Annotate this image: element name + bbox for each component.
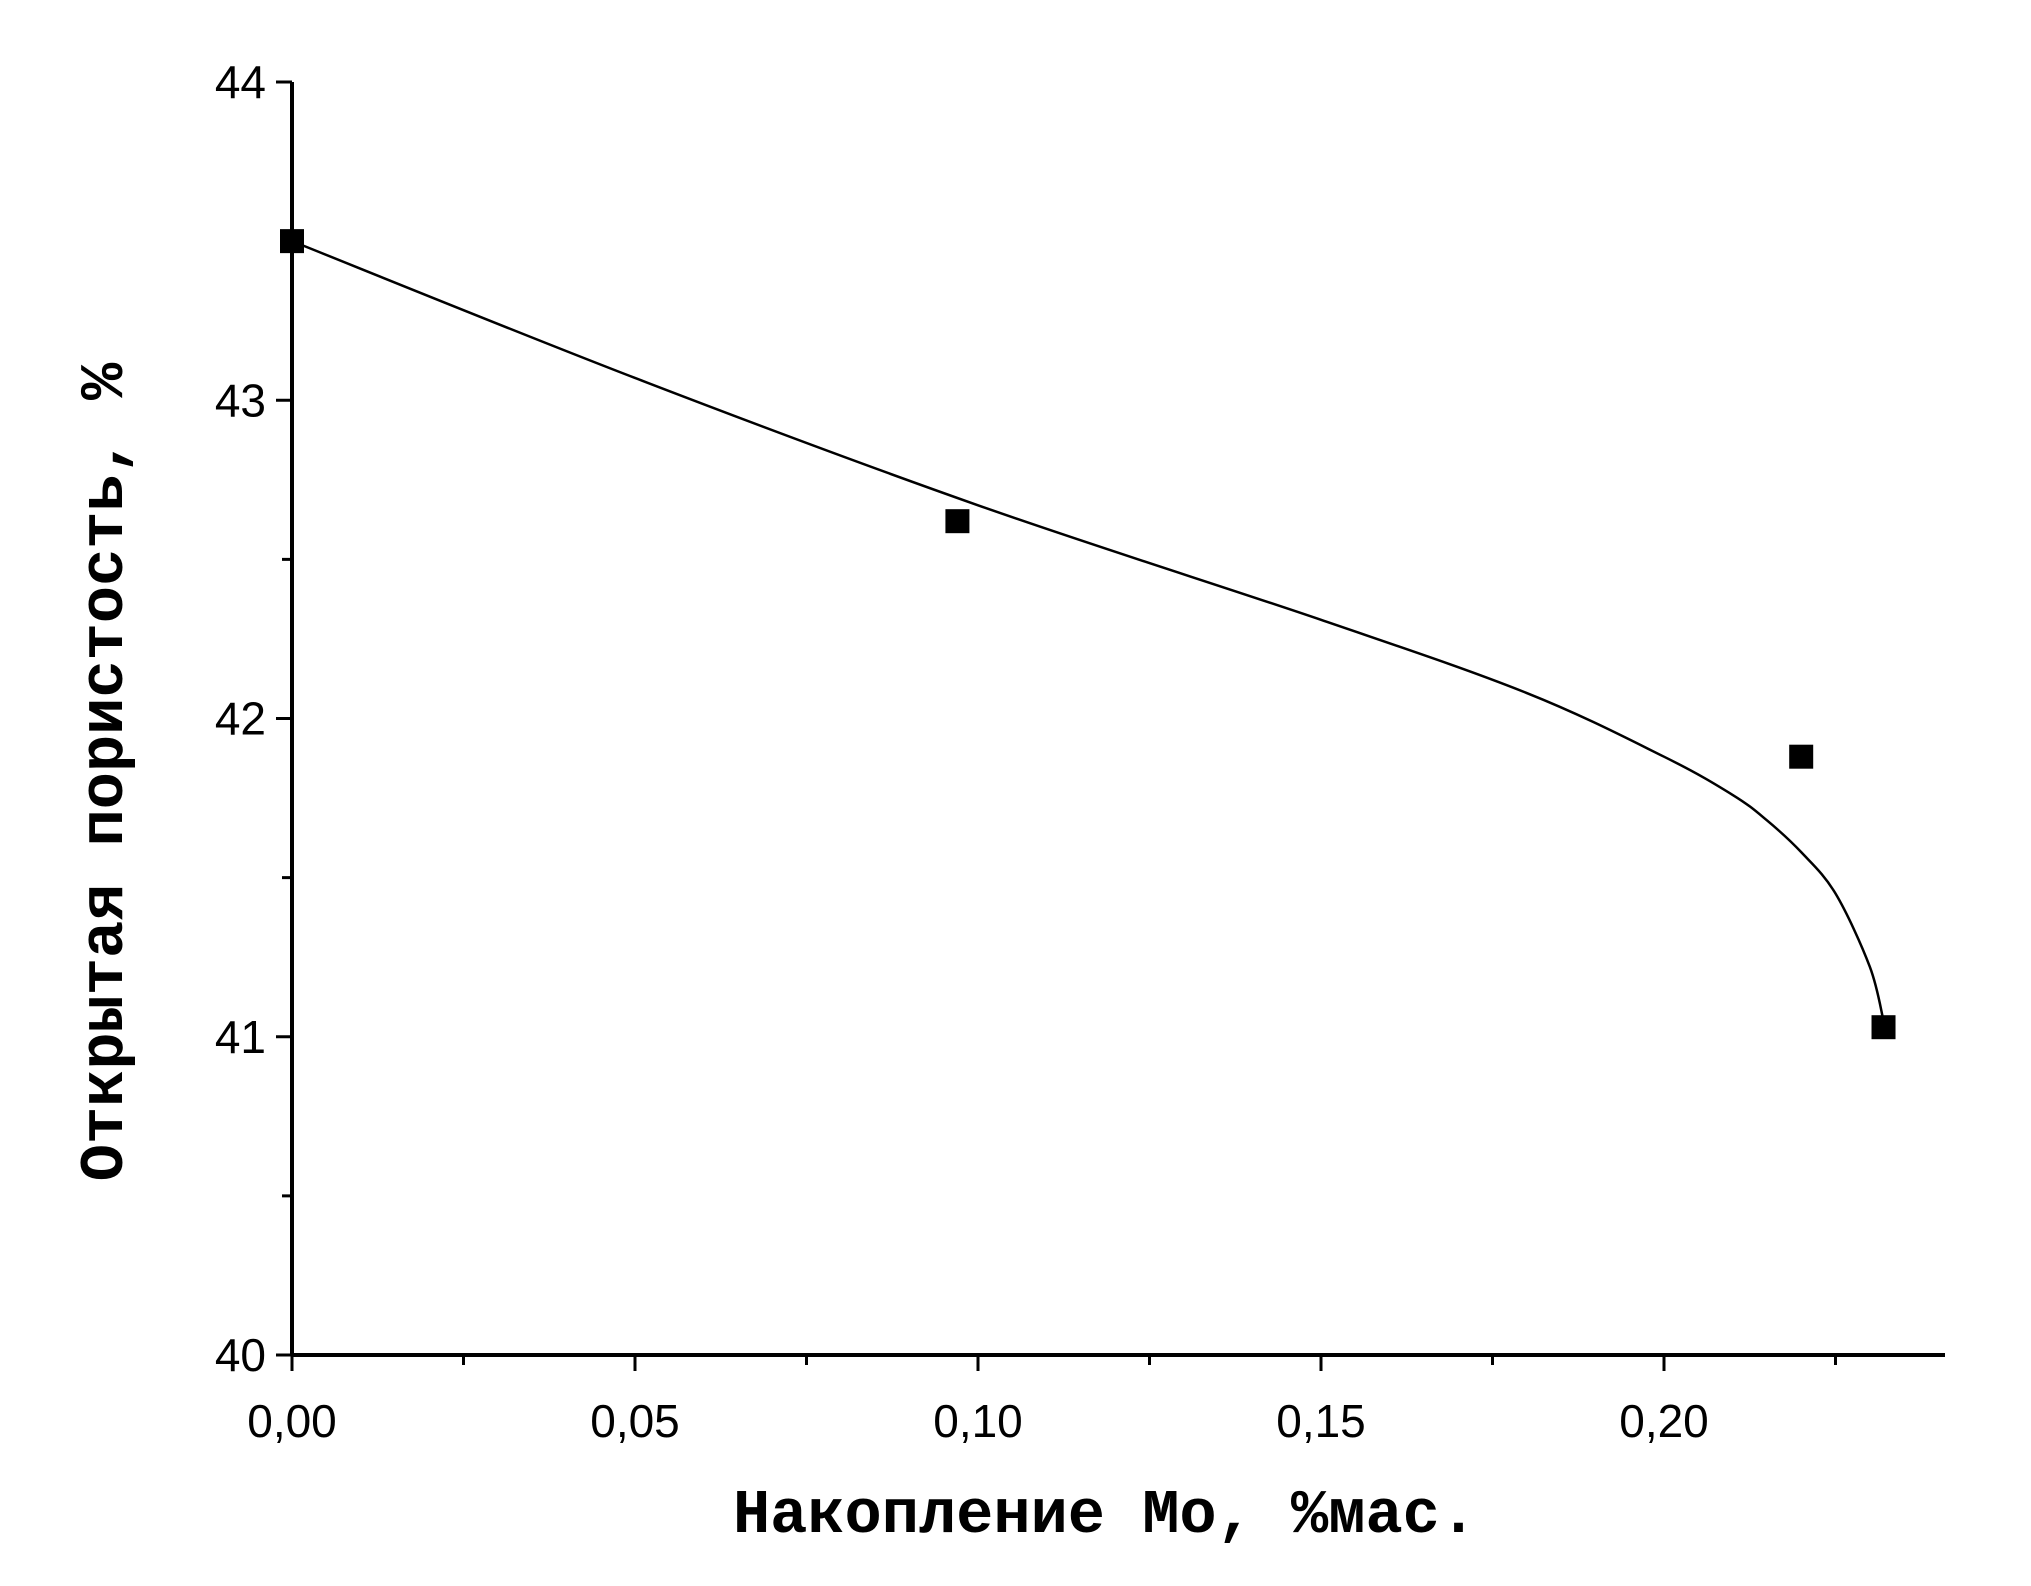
y-axis-ticks: 40 41 42 43 44 xyxy=(215,56,292,1381)
fit-curves xyxy=(291,239,1885,1022)
x-tick-label: 0,10 xyxy=(933,1395,1023,1447)
axes xyxy=(290,82,1945,1357)
data-point-marker xyxy=(945,509,970,534)
x-tick-label: 0,15 xyxy=(1276,1395,1366,1447)
y-tick-label: 40 xyxy=(215,1329,266,1381)
y-tick-label: 42 xyxy=(215,693,266,745)
data-point-marker xyxy=(280,229,304,254)
x-axis-ticks: 0,00 0,05 0,10 0,15 0,20 xyxy=(247,1355,1837,1447)
y-tick-label: 43 xyxy=(215,374,266,426)
data-point-marker xyxy=(1871,1015,1896,1040)
y-axis-title: Открытая пористость, % xyxy=(70,362,141,1181)
fit-curve-line xyxy=(291,239,1885,1022)
y-tick-label: 44 xyxy=(215,56,266,108)
data-point-marker xyxy=(1789,744,1814,769)
y-tick-label: 41 xyxy=(215,1011,266,1063)
data-points xyxy=(280,229,1896,1040)
x-tick-label: 0,00 xyxy=(247,1395,337,1447)
x-tick-label: 0,20 xyxy=(1619,1395,1709,1447)
x-axis-title: Накопление Mo, %мас. xyxy=(733,1480,1477,1551)
x-tick-label: 0,05 xyxy=(590,1395,680,1447)
